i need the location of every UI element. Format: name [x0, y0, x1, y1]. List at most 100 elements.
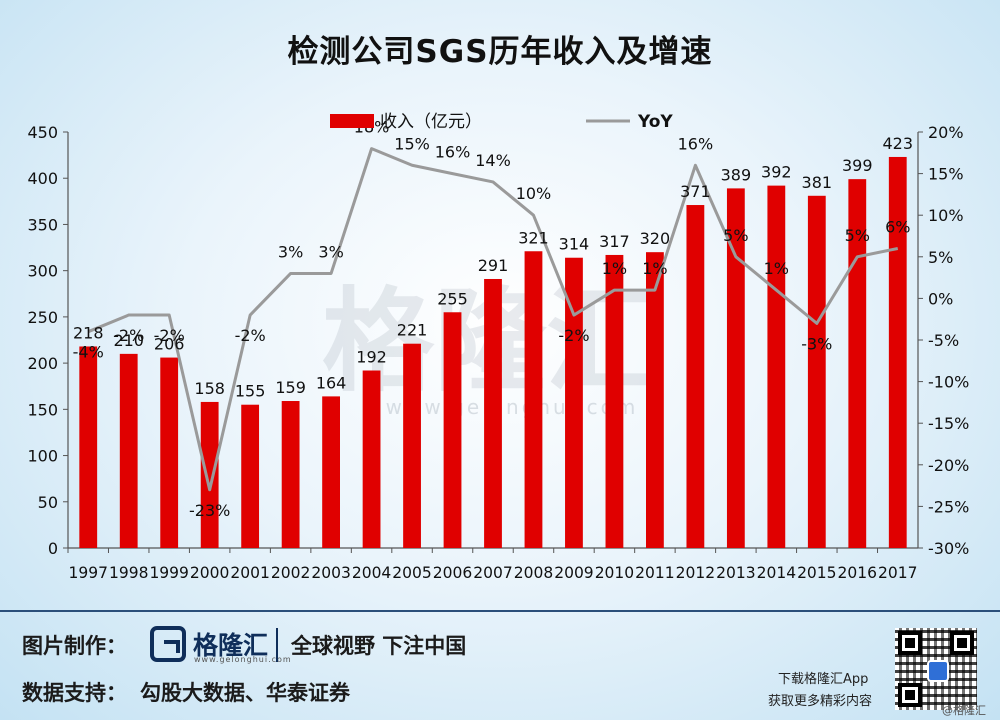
revenue-bar	[484, 278, 502, 548]
x-tick-label: 2013	[716, 563, 755, 582]
footer-divider	[0, 610, 1000, 612]
left-tick-label: 150	[27, 400, 58, 419]
revenue-data-label: 381	[802, 173, 833, 192]
x-tick-label: 2000	[190, 563, 229, 582]
x-tick-label: 1997	[69, 563, 108, 582]
revenue-bar	[79, 346, 98, 548]
x-tick-label: 2004	[352, 563, 391, 582]
right-tick-label: -15%	[928, 414, 969, 433]
revenue-data-label: 164	[316, 373, 347, 392]
x-tick-label: 2016	[838, 563, 877, 582]
data-labels: 218 210 206 158 155 159 164 192 221 255 291 321 314 3…	[73, 118, 913, 520]
revenue-data-label: 159	[275, 378, 306, 397]
revenue-data-label: 392	[761, 163, 792, 182]
revenue-bar	[403, 343, 421, 548]
left-tick-label: 50	[38, 493, 58, 512]
revenue-data-label: 317	[599, 232, 630, 251]
chart-title: 检测公司SGS历年收入及增速	[287, 34, 713, 70]
qr-code-icon[interactable]	[895, 628, 977, 710]
yoy-data-label: 6%	[885, 217, 910, 236]
revenue-data-label: 389	[721, 165, 752, 184]
yoy-data-label: 5%	[723, 226, 748, 245]
weibo-watermark: @格隆汇	[942, 704, 986, 717]
app-promo-text: 获取更多精彩内容	[768, 694, 873, 709]
revenue-bar	[322, 396, 340, 548]
right-tick-label: -20%	[928, 456, 969, 475]
right-tick-label: 20%	[928, 123, 964, 142]
x-tick-label: 2008	[514, 563, 553, 582]
qr-finder-icon	[898, 631, 922, 655]
revenue-bar	[767, 185, 786, 548]
yoy-data-label: 3%	[318, 242, 343, 261]
revenue-bar	[848, 179, 867, 548]
revenue-bar	[241, 404, 260, 548]
x-tick-label: 2009	[554, 563, 593, 582]
yoy-data-label: -2%	[154, 326, 185, 345]
left-tick-label: 0	[48, 539, 58, 558]
revenue-bar	[119, 353, 138, 548]
brand-logo-icon	[150, 626, 186, 662]
app-download-text: 下载格隆汇App	[778, 672, 869, 687]
x-tick-label: 2012	[676, 563, 715, 582]
revenue-data-label: 314	[559, 235, 590, 254]
yoy-data-label: -23%	[189, 501, 230, 520]
revenue-bar	[281, 401, 300, 548]
right-tick-label: 15%	[928, 165, 964, 184]
revenue-bar	[200, 401, 219, 548]
qr-finder-icon	[950, 631, 974, 655]
x-tick-label: 2015	[797, 563, 836, 582]
revenue-bar	[443, 312, 462, 548]
x-tick-label: 2017	[878, 563, 917, 582]
qr-logo-icon	[927, 660, 949, 682]
revenue-bar	[726, 188, 745, 548]
revenue-bar	[565, 257, 583, 548]
revenue-bar	[160, 357, 179, 548]
legend: 收入（亿元） YoY	[330, 112, 673, 132]
revenue-data-label: 218	[73, 323, 104, 342]
yoy-line-series	[87, 147, 899, 492]
revenue-data-label: 155	[235, 382, 266, 401]
right-tick-label: 0%	[928, 289, 953, 308]
yoy-data-label: 15%	[394, 134, 430, 153]
yoy-data-label: 3%	[278, 242, 303, 261]
revenue-data-label: 320	[640, 229, 671, 248]
right-tick-label: -30%	[928, 539, 969, 558]
bar-series	[79, 156, 907, 548]
x-tick-label: 1999	[149, 563, 188, 582]
x-tick-label: 2007	[473, 563, 512, 582]
left-tick-label: 350	[27, 215, 58, 234]
yoy-data-label: -4%	[73, 343, 104, 362]
legend-revenue-swatch	[330, 114, 374, 128]
revenue-bar	[524, 251, 543, 548]
left-tick-label: 450	[27, 123, 58, 142]
data-source-label: 数据支持：	[22, 681, 127, 705]
revenue-data-label: 158	[194, 379, 225, 398]
left-tick-label: 250	[27, 308, 58, 327]
yoy-data-label: 1%	[642, 259, 667, 278]
revenue-bar	[888, 156, 907, 548]
legend-yoy-label: YoY	[637, 112, 673, 132]
x-tick-label: 2005	[392, 563, 431, 582]
x-tick-label: 2010	[595, 563, 634, 582]
right-tick-label: 10%	[928, 206, 964, 225]
x-tick-label: 2001	[230, 563, 269, 582]
x-tick-label: 2002	[271, 563, 310, 582]
left-tick-label: 300	[27, 262, 58, 281]
brand-url: www.gelonghui.com	[194, 655, 292, 664]
yoy-data-label: 14%	[475, 151, 511, 170]
legend-revenue-label: 收入（亿元）	[380, 112, 482, 132]
revenue-data-label: 210	[113, 331, 144, 350]
revenue-bar	[646, 252, 664, 548]
revenue-data-label: 255	[437, 289, 468, 308]
chart-canvas: 格隆汇 www.gelonghui.com 050100150200250300…	[27, 112, 969, 582]
yoy-data-label: -2%	[558, 326, 589, 345]
brand-name: 格隆汇	[193, 631, 269, 660]
data-source-list: 勾股大数据、华泰证券	[140, 681, 350, 705]
revenue-data-label: 291	[478, 256, 509, 275]
revenue-data-label: 192	[356, 348, 387, 367]
yoy-data-label: -2%	[235, 326, 266, 345]
brand-slogan: 全球视野 下注中国	[291, 634, 467, 658]
x-tick-label: 2003	[311, 563, 350, 582]
x-tick-label: 2011	[635, 563, 674, 582]
x-tick-label: 2006	[433, 563, 472, 582]
